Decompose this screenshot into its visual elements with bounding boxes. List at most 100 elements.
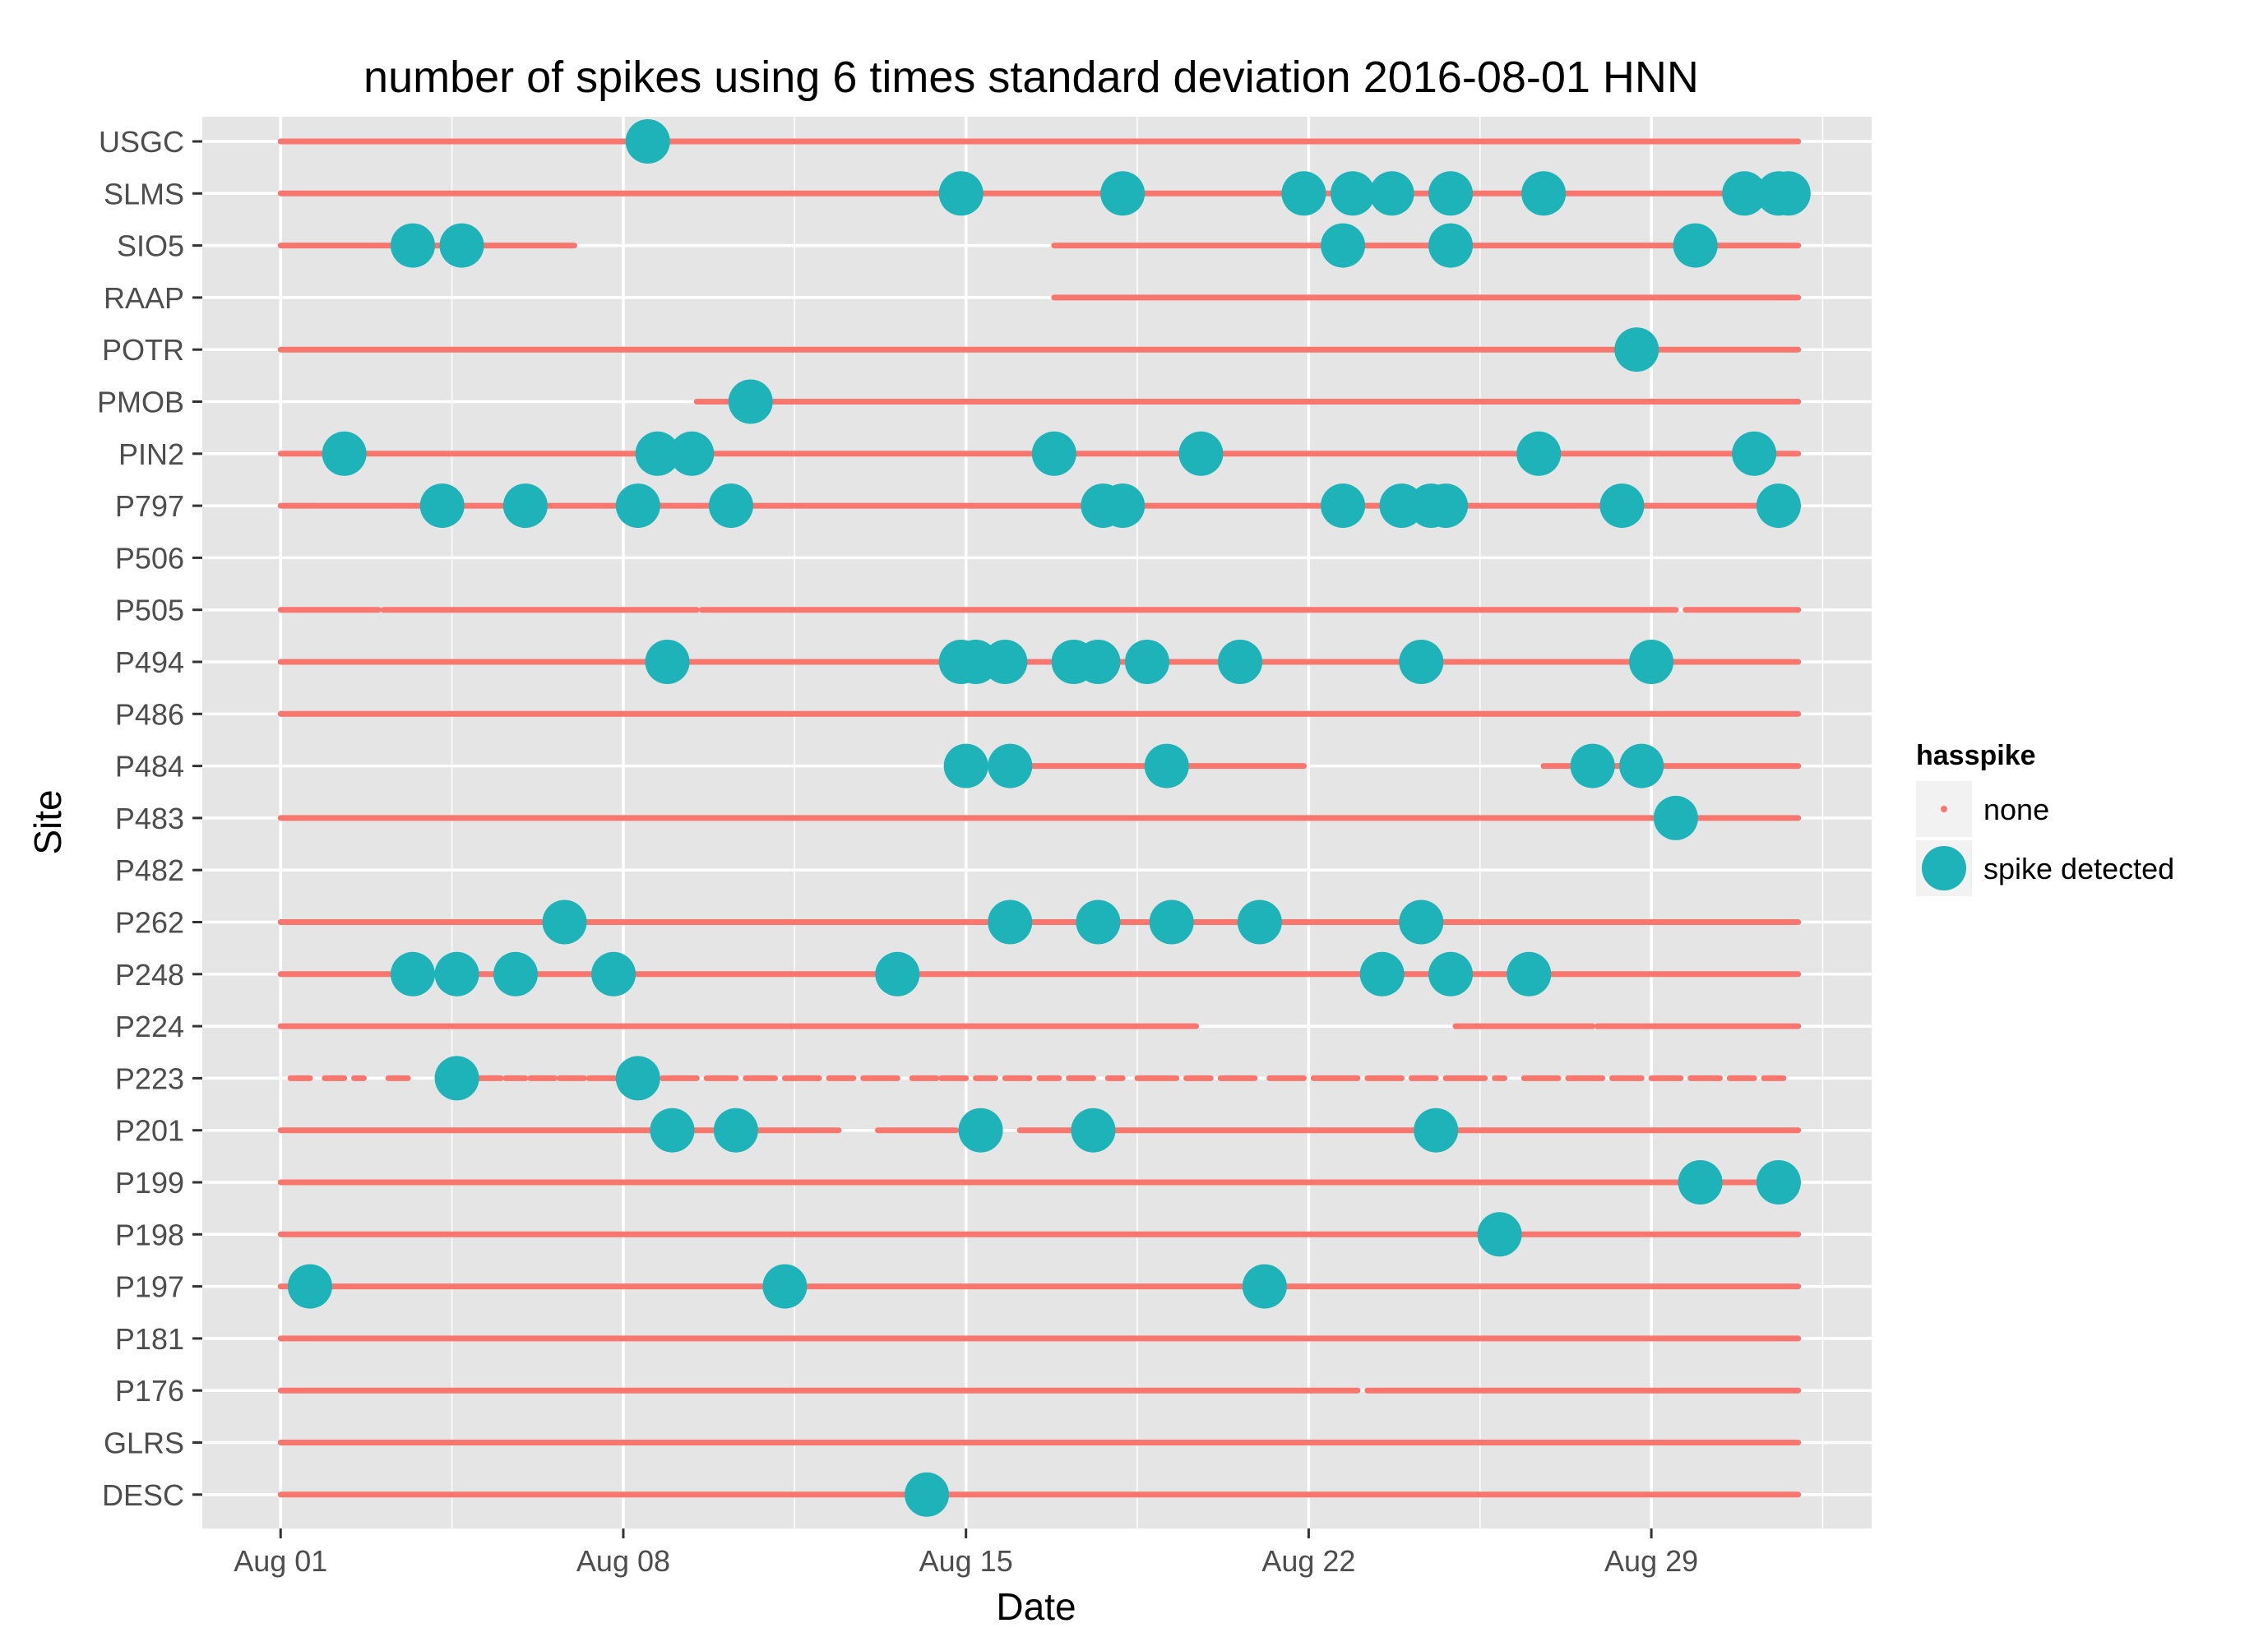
spike-point-p201 [713, 1108, 758, 1153]
spike-point-p197 [762, 1264, 808, 1309]
y-tick-label-p181: P181 [115, 1322, 184, 1356]
spike-point-p197 [1242, 1264, 1287, 1309]
y-tick-label-glrs: GLRS [104, 1427, 184, 1460]
spike-point-p797 [615, 483, 660, 529]
x-axis: Aug 01 Aug 08 Aug 15 Aug 22 Aug 29 [234, 1528, 1698, 1578]
spike-point-slms [1766, 171, 1811, 216]
spike-point-p494 [645, 640, 690, 684]
spike-point-slms [1100, 171, 1146, 216]
spike-point-p198 [1477, 1212, 1522, 1257]
spike-point-p248 [1428, 951, 1474, 997]
spike-point-p494 [1076, 640, 1121, 684]
spike-point-slms [1428, 171, 1474, 216]
spike-point-p248 [875, 951, 920, 997]
y-tick-label-raap: RAAP [104, 281, 184, 315]
spike-point-pin2 [669, 431, 715, 476]
spike-point-p797 [708, 483, 753, 529]
spike-point-p494 [1124, 640, 1169, 684]
legend: hasspike none spike detected [1916, 740, 2174, 896]
spike-point-pin2 [1732, 431, 1777, 476]
spike-point-p494 [1218, 640, 1263, 684]
spike-point-p262 [1237, 899, 1282, 945]
y-tick-label-p484: P484 [115, 750, 184, 784]
spike-point-p197 [287, 1264, 332, 1309]
y-tick-label-p197: P197 [115, 1270, 184, 1304]
spike-point-slms [1521, 171, 1567, 216]
y-tick-label-p483: P483 [115, 802, 184, 835]
x-tick-label: Aug 15 [919, 1544, 1013, 1578]
spike-point-p201 [958, 1108, 1003, 1153]
x-tick-label: Aug 08 [576, 1544, 670, 1578]
spike-point-pin2 [1516, 431, 1562, 476]
spike-point-sio5 [1673, 223, 1718, 268]
spike-point-p484 [988, 743, 1033, 788]
spike-point-usgc [625, 119, 670, 164]
spike-point-p262 [1076, 899, 1121, 945]
spike-point-p199 [1678, 1160, 1723, 1205]
spike-point-p797 [1599, 483, 1645, 529]
spike-point-p484 [1619, 743, 1664, 788]
spike-point-slms [1722, 171, 1767, 216]
y-tick-label-p199: P199 [115, 1166, 184, 1200]
y-tick-label-desc: DESC [102, 1478, 184, 1512]
spike-points [287, 119, 1811, 1517]
spike-point-pmob [728, 379, 773, 424]
x-tick-label: Aug 29 [1604, 1544, 1698, 1578]
spike-point-p248 [1507, 951, 1552, 997]
y-tick-label-p176: P176 [115, 1374, 184, 1408]
spike-point-p248 [493, 951, 538, 997]
y-tick-label-p482: P482 [115, 853, 184, 887]
y-axis-title: Site [26, 789, 69, 854]
spike-point-p797 [419, 483, 465, 529]
y-tick-label-sio5: SIO5 [117, 229, 184, 263]
y-tick-label-usgc: USGC [99, 125, 184, 159]
y-tick-label-p506: P506 [115, 541, 184, 575]
spike-point-p797 [1423, 483, 1469, 529]
spike-point-pin2 [1031, 431, 1076, 476]
spike-point-p248 [591, 951, 636, 997]
spike-point-slms [1369, 171, 1414, 216]
x-tick-label: Aug 22 [1261, 1544, 1355, 1578]
y-tick-label-p505: P505 [115, 594, 184, 627]
spike-point-p223 [615, 1056, 660, 1101]
spike-point-p248 [390, 951, 435, 997]
legend-key-none-dot [1941, 806, 1947, 812]
y-tick-label-p201: P201 [115, 1114, 184, 1148]
no-spike-segments [277, 138, 1802, 1498]
chart-title: number of spikes using 6 times standard … [363, 53, 1699, 102]
x-tick-label: Aug 01 [234, 1544, 327, 1578]
spike-point-p262 [1149, 899, 1194, 945]
y-axis: USGC SLMS SIO5 RAAP POTR PMOB PIN2 P797 P506 P505… [97, 125, 202, 1512]
y-tick-label-p223: P223 [115, 1061, 184, 1095]
y-tick-label-p797: P797 [115, 489, 184, 523]
spike-point-p483 [1653, 795, 1698, 840]
x-axis-title: Date [996, 1585, 1076, 1628]
spike-point-slms [1281, 171, 1326, 216]
spike-point-slms [1330, 171, 1375, 216]
spike-point-p201 [1414, 1108, 1459, 1153]
spike-point-p494 [1399, 640, 1444, 684]
spike-point-p797 [1100, 483, 1146, 529]
legend-key-spike-dot [1922, 846, 1966, 890]
spike-point-p262 [1399, 899, 1444, 945]
spike-point-desc [905, 1472, 950, 1517]
spike-point-p797 [1321, 483, 1366, 529]
spike-point-p797 [1756, 483, 1801, 529]
spike-point-p484 [1144, 743, 1189, 788]
y-tick-label-p224: P224 [115, 1010, 184, 1043]
y-tick-label-p198: P198 [115, 1218, 184, 1251]
spike-point-p262 [988, 899, 1033, 945]
legend-title: hasspike [1916, 740, 2036, 771]
spike-point-sio5 [439, 223, 484, 268]
y-tick-label-pin2: PIN2 [118, 437, 184, 471]
spike-point-sio5 [390, 223, 435, 268]
spike-point-p223 [434, 1056, 479, 1101]
spike-point-sio5 [1321, 223, 1366, 268]
y-tick-label-p486: P486 [115, 697, 184, 731]
spike-point-p248 [1359, 951, 1405, 997]
spike-point-pin2 [1178, 431, 1224, 476]
spike-point-sio5 [1428, 223, 1474, 268]
spike-point-p494 [1629, 640, 1674, 684]
y-tick-label-slms: SLMS [104, 177, 184, 210]
